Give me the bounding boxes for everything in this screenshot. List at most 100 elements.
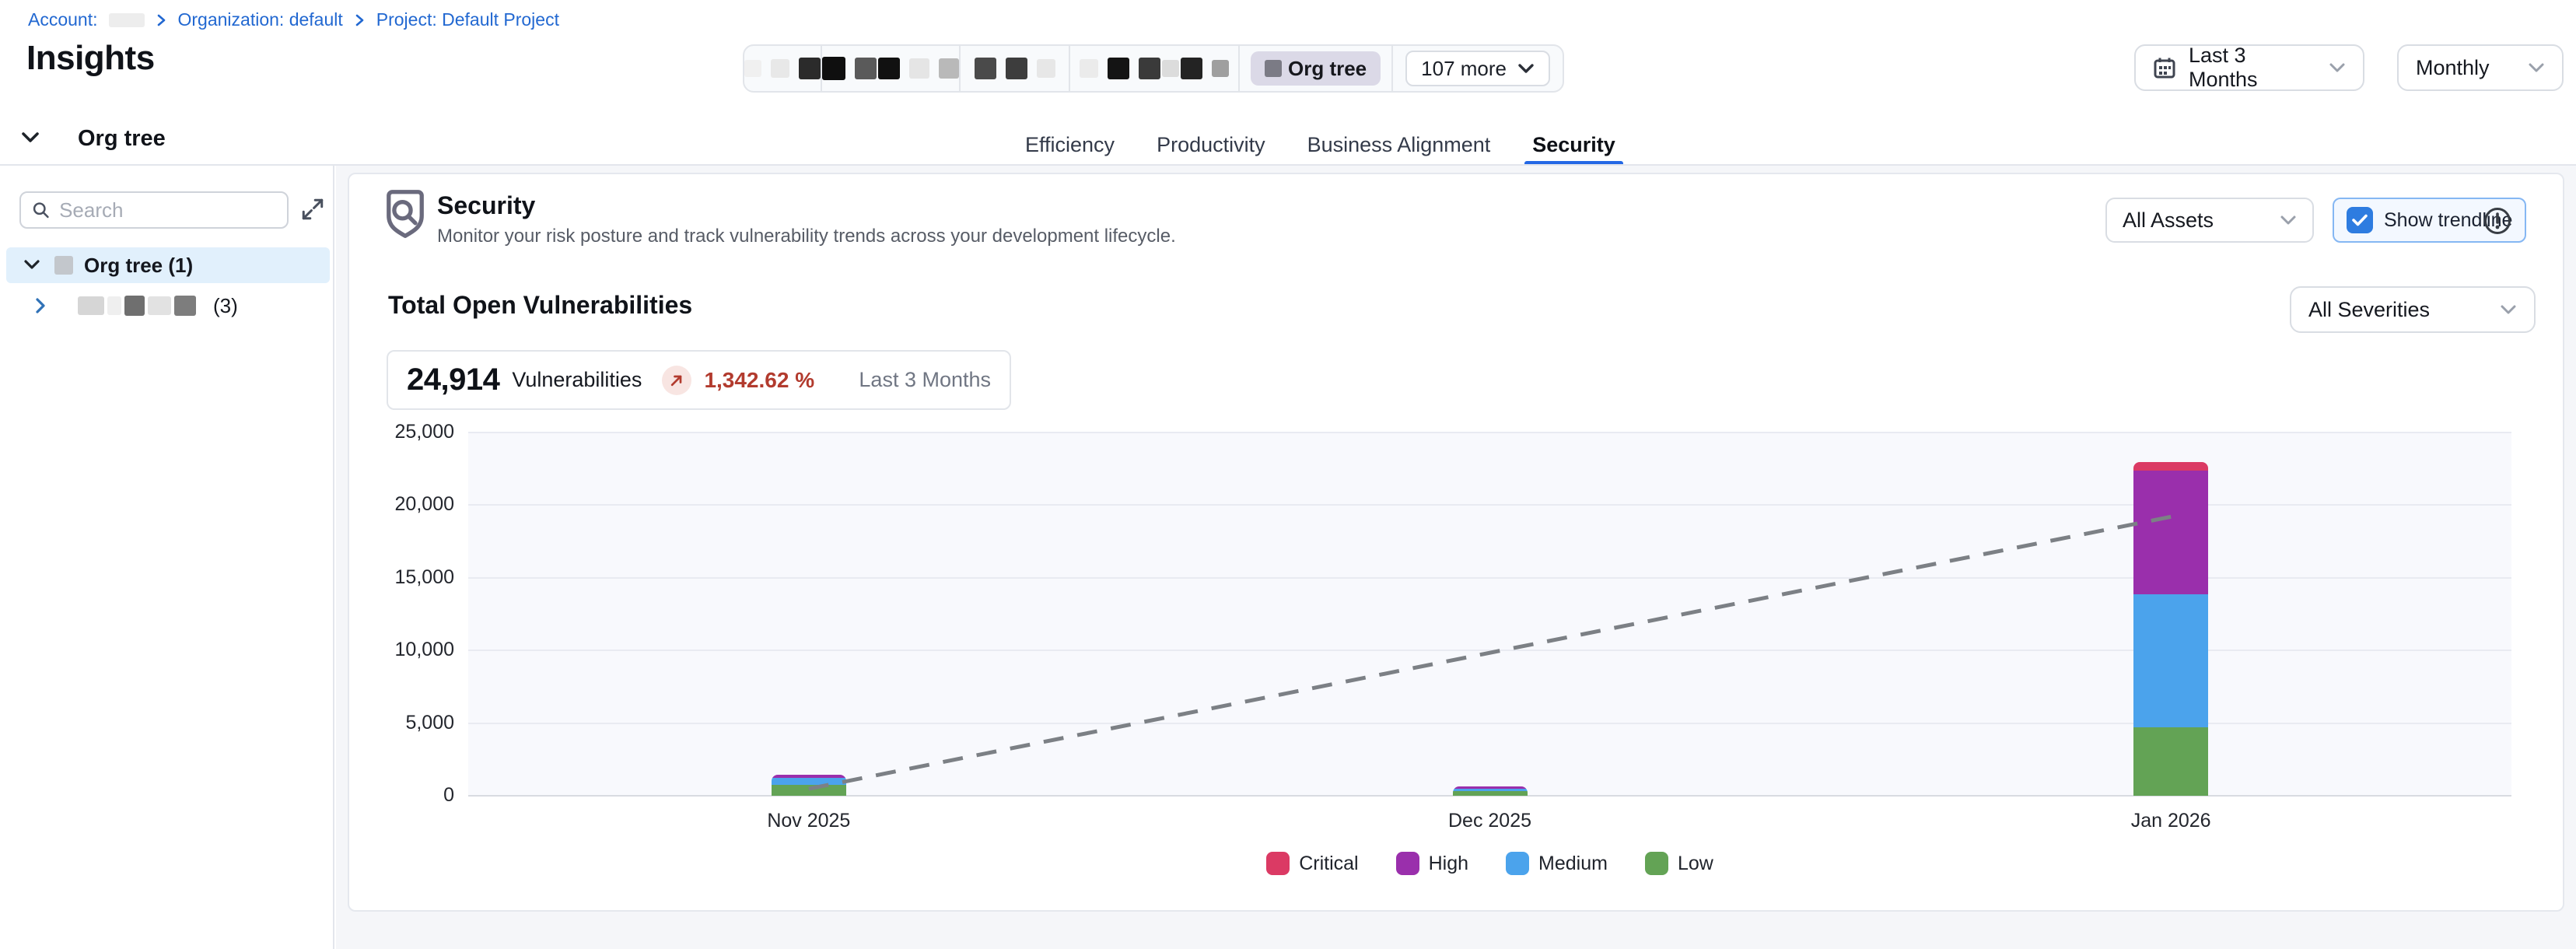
bar-segment-low: [1452, 791, 1528, 796]
tree-row-child[interactable]: (3): [6, 288, 330, 324]
search-input[interactable]: [59, 198, 276, 222]
stat-value: 24,914: [407, 362, 500, 397]
gridline: [468, 576, 2511, 579]
filter-chip-redacted[interactable]: [822, 46, 960, 91]
breadcrumb-org-link[interactable]: Organization: default: [177, 9, 343, 30]
redacted-text: [799, 58, 821, 79]
redacted-text: [1108, 58, 1130, 79]
redacted-text: [1080, 59, 1099, 78]
filter-toolbar: Org tree 107 more: [743, 44, 1564, 93]
collapse-sidebar-chevron-icon[interactable]: [20, 131, 40, 145]
bar-segment-medium: [1452, 789, 1528, 792]
filter-chip-redacted[interactable]: [744, 46, 821, 91]
date-range-dropdown[interactable]: Last 3 Months: [2134, 44, 2364, 91]
granularity-dropdown[interactable]: Monthly: [2397, 44, 2564, 91]
more-filters-label: 107 more: [1421, 56, 1507, 80]
tab-business-alignment[interactable]: Business Alignment: [1307, 124, 1491, 166]
legend-label: Medium: [1538, 852, 1608, 874]
org-tree-chip-icon: [1265, 60, 1282, 77]
tab-label: Productivity: [1157, 133, 1265, 156]
trendline-label: Show trendline: [2384, 208, 2513, 231]
breadcrumb-project-link[interactable]: Project: Default Project: [376, 9, 559, 30]
trend-up-badge: [662, 365, 692, 395]
bar-segment-critical: [2133, 462, 2209, 471]
chevron-right-icon[interactable]: [34, 297, 47, 314]
chart-legend: Critical High Medium Low: [468, 852, 2511, 875]
tab-bar: Efficiency Productivity Business Alignme…: [1025, 124, 1623, 166]
redacted-text: [744, 60, 762, 77]
assets-value: All Assets: [2123, 208, 2214, 232]
y-axis-tick-label: 10,000: [394, 639, 454, 661]
bar-segment-medium: [771, 777, 846, 785]
toolbar-divider: [821, 46, 823, 91]
redacted-text: [822, 57, 846, 80]
x-axis-tick-label: Jan 2026: [2130, 810, 2211, 832]
chevron-right-icon: [355, 14, 364, 26]
legend-item-medium[interactable]: Medium: [1506, 852, 1608, 875]
trendline-checkbox-checked[interactable]: [2347, 207, 2373, 233]
security-shield-icon: [387, 190, 424, 238]
gridline: [468, 432, 2511, 433]
chevron-right-icon: [157, 14, 165, 26]
toolbar-divider: [1069, 46, 1071, 91]
severity-dropdown[interactable]: All Severities: [2290, 286, 2536, 333]
tab-productivity[interactable]: Productivity: [1157, 124, 1265, 166]
filter-chip-redacted[interactable]: [1070, 46, 1238, 91]
chevron-down-icon: [2529, 63, 2544, 72]
redacted-text: [124, 296, 145, 316]
more-filters-button[interactable]: 107 more: [1405, 51, 1550, 86]
filter-chip-redacted[interactable]: [961, 46, 1069, 91]
chevron-down-icon: [2329, 63, 2345, 72]
tree-row-org-tree-root[interactable]: Org tree (1): [6, 247, 330, 283]
bar-segment-high: [771, 775, 846, 778]
chevron-down-icon: [2501, 305, 2516, 314]
toolbar-divider: [1391, 46, 1394, 91]
bar-dec-2025[interactable]: [1452, 786, 1528, 796]
security-panel: Security Monitor your risk posture and t…: [348, 173, 2564, 912]
redacted-text: [1036, 59, 1055, 78]
legend-swatch: [1395, 852, 1419, 875]
show-trendline-toggle[interactable]: Show trendline: [2333, 198, 2527, 243]
legend-item-critical[interactable]: Critical: [1266, 852, 1359, 875]
tab-security[interactable]: Security: [1524, 124, 1623, 166]
y-axis-tick-label: 25,000: [394, 421, 454, 443]
x-axis-tick-label: Dec 2025: [1447, 810, 1532, 832]
tab-efficiency[interactable]: Efficiency: [1025, 124, 1115, 166]
legend-item-high[interactable]: High: [1395, 852, 1468, 875]
y-axis-tick-label: 5,000: [405, 711, 454, 734]
bar-segment-low: [2133, 727, 2209, 796]
legend-swatch: [1506, 852, 1530, 875]
bar-jan-2026[interactable]: [2133, 462, 2209, 796]
bar-segment-low: [771, 784, 846, 796]
redacted-account-name: [108, 12, 145, 27]
total-vulnerabilities-stat: 24,914 Vulnerabilities 1,342.62 % Last 3…: [387, 350, 1011, 410]
tab-label: Efficiency: [1025, 133, 1115, 156]
search-icon: [33, 202, 49, 219]
active-tab-indicator: [1524, 161, 1623, 166]
redacted-text: [855, 58, 877, 79]
redacted-text: [974, 58, 996, 79]
chevron-down-icon: [2280, 215, 2296, 225]
stat-change-percent: 1,342.62 %: [704, 367, 815, 392]
info-icon[interactable]: [2482, 205, 2513, 236]
redacted-text: [1139, 58, 1161, 79]
gridline: [468, 795, 2511, 797]
org-tree-chip[interactable]: Org tree: [1251, 51, 1381, 86]
expand-icon[interactable]: [300, 197, 325, 222]
tab-label: Security: [1532, 133, 1615, 156]
legend-item-low[interactable]: Low: [1644, 852, 1713, 875]
y-axis-tick-label: 15,000: [394, 566, 454, 588]
trend-up-arrow-icon: [671, 375, 682, 386]
assets-dropdown[interactable]: All Assets: [2105, 198, 2314, 243]
gridline: [468, 650, 2511, 652]
tree-node-count: (3): [213, 293, 238, 317]
security-section-title: Security: [437, 191, 536, 219]
breadcrumb-account-link[interactable]: Account:: [28, 9, 98, 30]
redacted-text: [107, 296, 121, 315]
chevron-down-icon[interactable]: [23, 259, 40, 271]
x-axis-tick-label: Nov 2025: [767, 810, 851, 832]
stat-unit: Vulnerabilities: [512, 368, 642, 391]
stat-period: Last 3 Months: [859, 368, 991, 391]
bar-nov-2025[interactable]: [771, 775, 846, 796]
